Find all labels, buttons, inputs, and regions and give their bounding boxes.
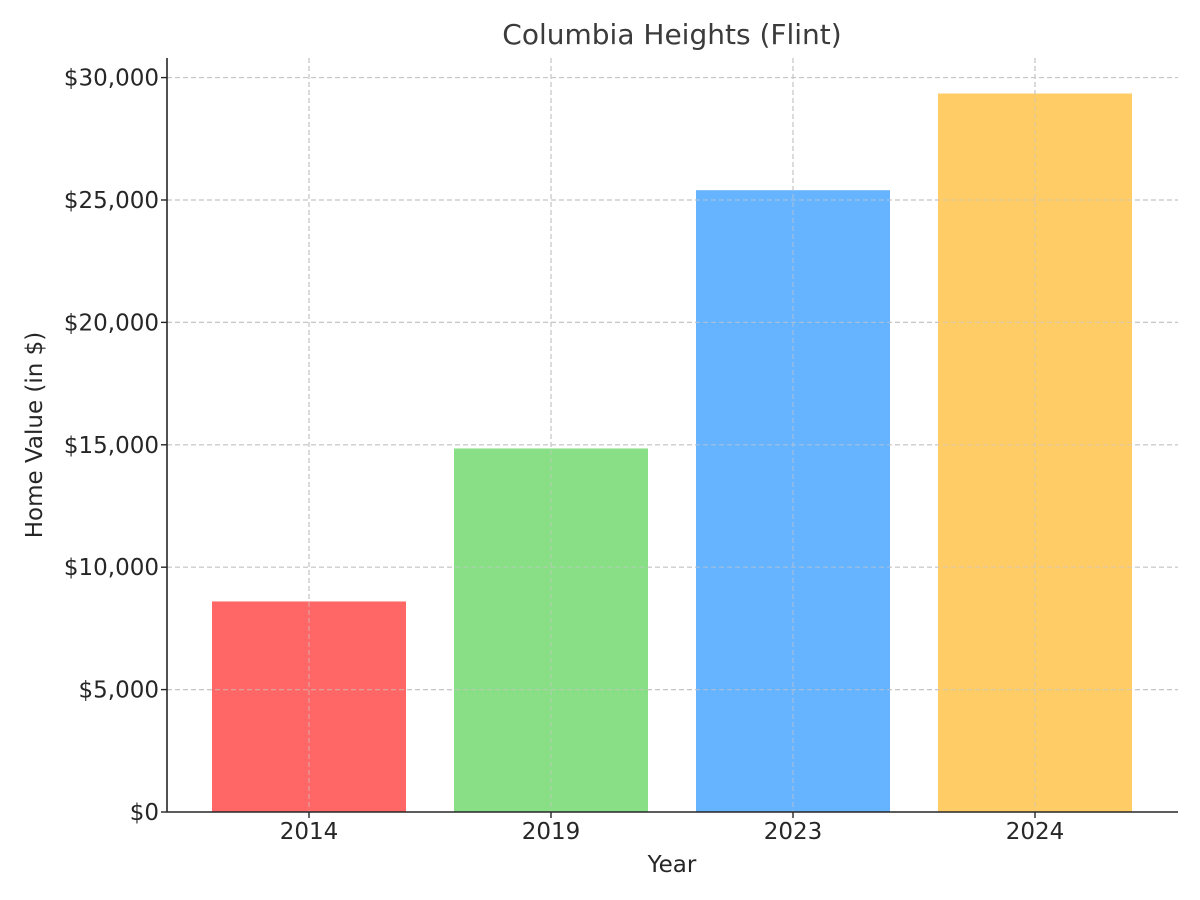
axes-layer — [166, 58, 1178, 813]
bars-layer — [167, 58, 1178, 812]
y-tick-label: $15,000 — [64, 433, 159, 459]
chart-title: Columbia Heights (Flint) — [502, 18, 841, 51]
ticks-layer: $0 $5,000 $10,000 $15,000 $20,000 $25,000 $30,… — [64, 66, 1064, 845]
y-tick-label: $5,000 — [79, 678, 159, 704]
y-axis-label: Home Value (in $) — [22, 332, 48, 539]
y-tick-label: $30,000 — [64, 66, 159, 92]
y-tick-label: $20,000 — [64, 310, 159, 336]
x-tick-label: 2014 — [280, 819, 339, 845]
x-axis-label: Year — [647, 852, 697, 878]
x-tick-label: 2024 — [1006, 819, 1065, 845]
x-tick-label: 2023 — [764, 819, 823, 845]
y-tick-label: $0 — [130, 800, 159, 826]
y-tick-label: $25,000 — [64, 188, 159, 214]
x-tick-label: 2019 — [522, 819, 581, 845]
y-tick-label: $10,000 — [64, 555, 159, 581]
